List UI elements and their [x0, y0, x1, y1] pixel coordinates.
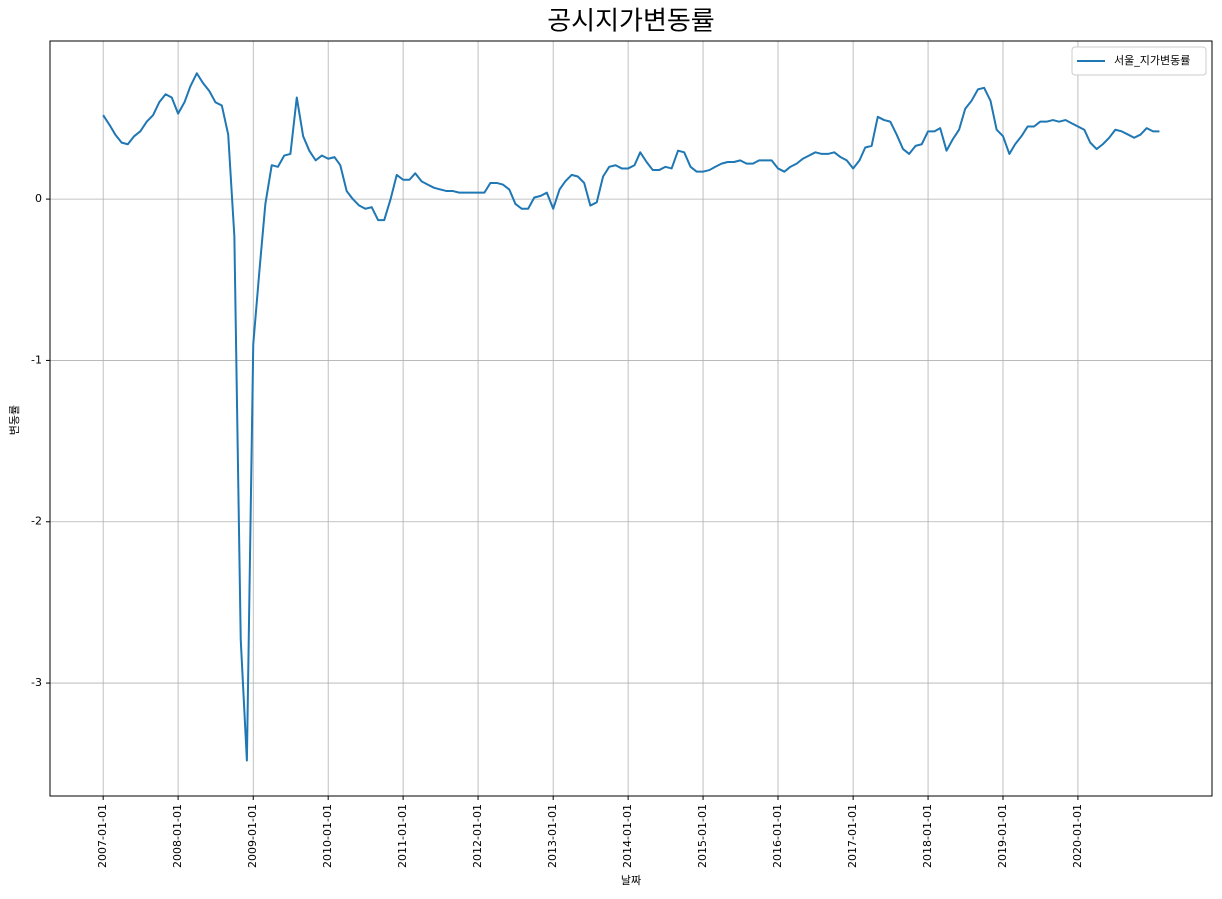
x-tick-label: 2012-01-01	[471, 804, 484, 868]
x-tick-label: 2007-01-01	[96, 804, 109, 868]
x-tick-label: 2009-01-01	[246, 804, 259, 868]
y-tick-label: -3	[31, 676, 42, 689]
x-axis-label: 날짜	[621, 874, 641, 887]
data-line	[102, 72, 1160, 762]
plot-frame	[49, 40, 1213, 797]
x-tick-label: 2010-01-01	[321, 804, 334, 868]
x-tick-label: 2015-01-01	[696, 804, 709, 868]
y-tick-label: 0	[35, 192, 42, 205]
x-tick-label: 2008-01-01	[171, 804, 184, 868]
x-tick-label: 2011-01-01	[396, 804, 409, 868]
y-axis-label: 변동률	[8, 405, 21, 435]
x-tick-label: 2018-01-01	[921, 804, 934, 868]
y-tick-label: -1	[31, 353, 42, 366]
x-tick-label: 2016-01-01	[771, 804, 784, 868]
x-tick-label: 2017-01-01	[846, 804, 859, 868]
x-tick-label: 2014-01-01	[621, 804, 634, 868]
chart-title: 공시지가변동률	[547, 7, 714, 37]
y-tick-label: -2	[31, 515, 42, 528]
x-tick-label: 2019-01-01	[996, 804, 1009, 868]
x-tick-label: 2020-01-01	[1071, 804, 1084, 868]
x-tick-label: 2013-01-01	[546, 804, 559, 868]
legend-label: 서울_지가변동률	[1114, 54, 1190, 67]
legend-box	[1071, 46, 1207, 76]
